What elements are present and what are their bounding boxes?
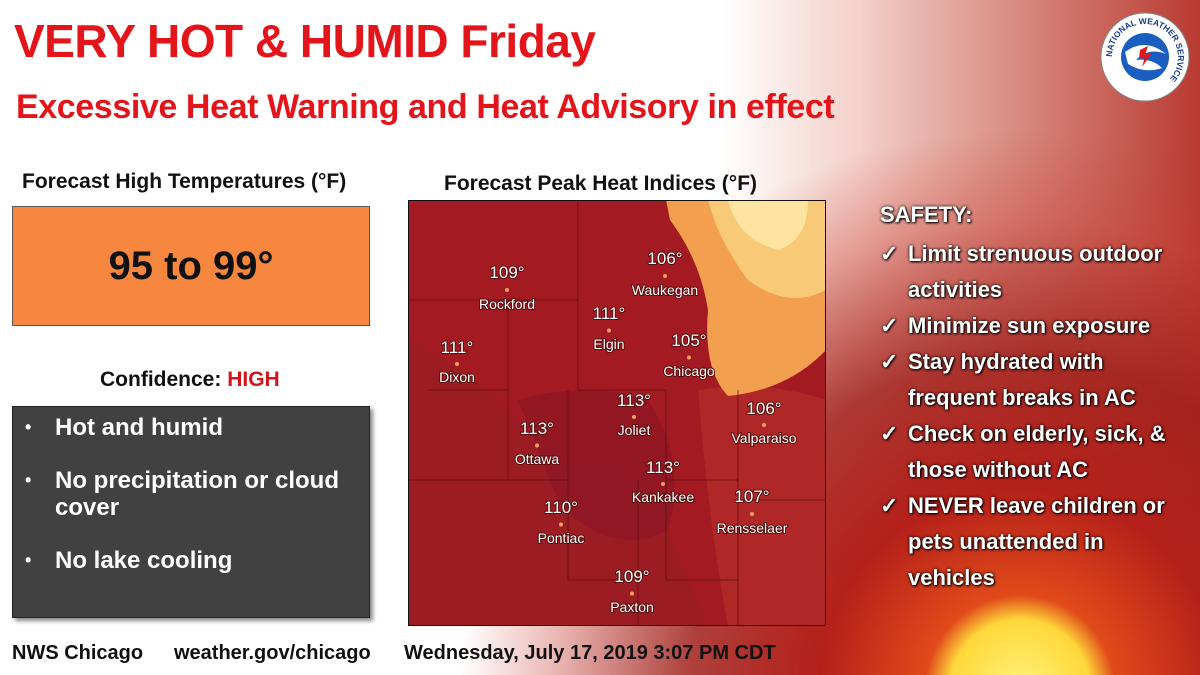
- confidence-value: HIGH: [227, 368, 280, 391]
- safety-item: Limit strenuous outdoor activities: [880, 236, 1190, 308]
- bullet: No lake cooling: [13, 547, 369, 574]
- heat-index: 106°: [647, 249, 682, 268]
- safety-item: Check on elderly, sick, & those without …: [880, 416, 1190, 488]
- city-name: Paxton: [610, 599, 654, 615]
- bullet-list: Hot and humid No precipitation or cloud …: [12, 406, 370, 618]
- heat-index: 110°: [544, 498, 578, 517]
- confidence: Confidence: HIGH: [100, 368, 280, 392]
- temp-value: 95 to 99°: [12, 206, 370, 326]
- heat-index: 107°: [734, 487, 769, 506]
- city-dot: [750, 512, 754, 516]
- title: VERY HOT & HUMID Friday: [14, 15, 596, 67]
- safety-item: Stay hydrated with frequent breaks in AC: [880, 344, 1190, 416]
- city-name: Dixon: [439, 369, 475, 385]
- city-name: Valparaiso: [731, 430, 796, 446]
- safety: SAFETY: Limit strenuous outdoor activiti…: [880, 202, 1190, 596]
- safety-item: Minimize sun exposure: [880, 308, 1190, 344]
- heat-index: 105°: [671, 331, 706, 350]
- subtitle: Excessive Heat Warning and Heat Advisory…: [16, 88, 835, 126]
- city-name: Kankakee: [632, 489, 694, 505]
- bullet: No precipitation or cloud cover: [13, 467, 369, 521]
- city-dot: [663, 274, 667, 278]
- footer-url: weather.gov/chicago: [174, 642, 371, 664]
- heat-index: 113°: [646, 458, 680, 477]
- city-dot: [687, 355, 691, 360]
- city-dot: [661, 482, 665, 486]
- footer-office: NWS Chicago: [12, 642, 144, 664]
- heat-index: 111°: [593, 304, 626, 323]
- city-name: Rensselaer: [717, 520, 788, 536]
- temp-heading: Forecast High Temperatures (°F): [22, 170, 347, 193]
- city-dot: [630, 591, 634, 596]
- nws-logo: NATIONAL WEATHER SERVICE: [1100, 12, 1190, 102]
- confidence-label: Confidence:: [100, 368, 222, 391]
- city-dot: [505, 288, 509, 292]
- heat-index: 106°: [746, 399, 781, 418]
- safety-item: NEVER leave children or pets unattended …: [880, 488, 1190, 596]
- safety-heading: SAFETY:: [880, 202, 973, 227]
- city-name: Ottawa: [515, 451, 560, 467]
- city-name: Elgin: [593, 336, 624, 352]
- heat-index: 113°: [520, 419, 554, 438]
- city-name: Joliet: [618, 422, 651, 438]
- heat-index: 111°: [441, 338, 474, 357]
- city-dot: [559, 522, 563, 527]
- city-name: Waukegan: [632, 282, 698, 298]
- city-dot: [535, 443, 539, 448]
- map-heading: Forecast Peak Heat Indices (°F): [444, 172, 758, 195]
- heat-map: 109° Rockford 106° Waukegan 111° Elgin 111° Dix…: [408, 200, 826, 626]
- city-dot: [632, 415, 636, 419]
- heat-index: 109°: [614, 567, 649, 586]
- bullet: Hot and humid: [13, 414, 369, 441]
- city-dot: [455, 362, 459, 366]
- heat-index: 109°: [489, 263, 524, 282]
- city-dot: [607, 328, 611, 333]
- heat-index: 113°: [617, 391, 651, 410]
- safety-list: Limit strenuous outdoor activities Minim…: [880, 236, 1190, 596]
- city-name: Rockford: [479, 296, 535, 312]
- city-dot: [762, 423, 766, 427]
- footer-timestamp: Wednesday, July 17, 2019 3:07 PM CDT: [404, 642, 776, 664]
- city-name: Pontiac: [538, 530, 585, 546]
- city-name: Chicago: [663, 363, 715, 379]
